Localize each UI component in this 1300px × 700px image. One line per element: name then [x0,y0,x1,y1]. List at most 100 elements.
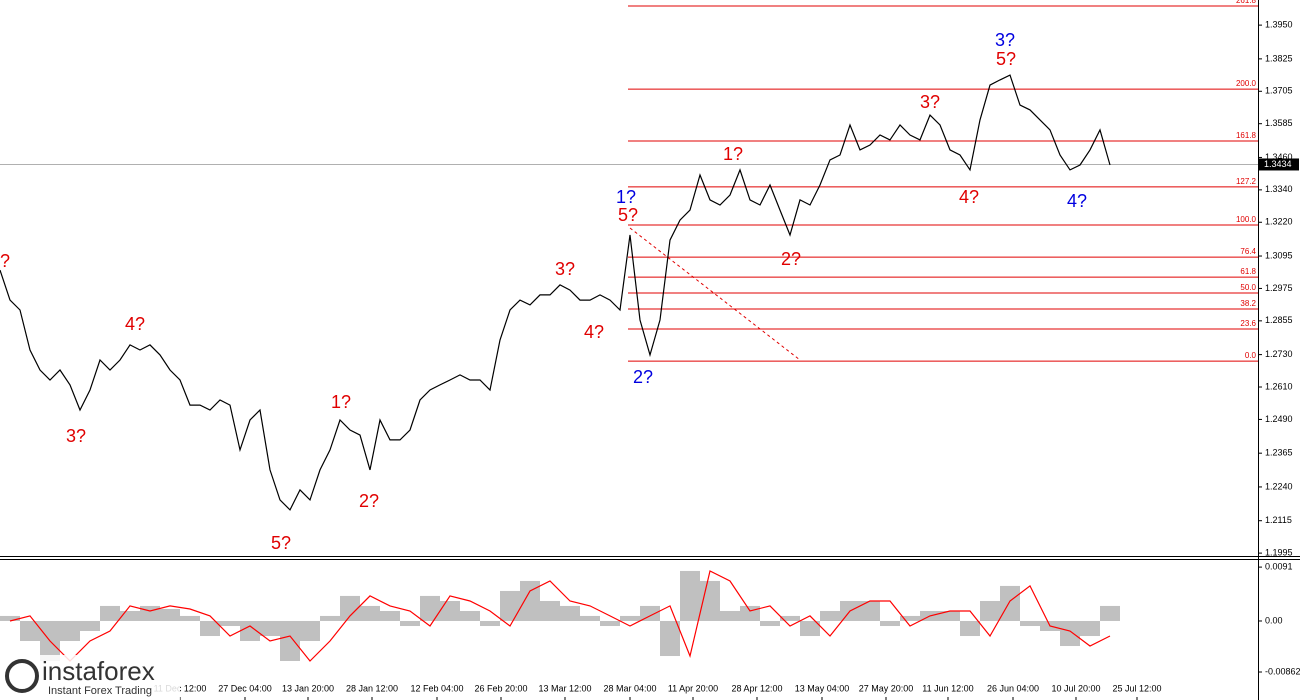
x-tick-label: 11 Apr 20:00 [668,683,718,693]
histogram-bar [520,580,540,621]
x-tick-label: 27 May 20:00 [859,683,914,693]
x-tick-label: 26 Feb 20:00 [474,683,527,693]
histogram-bar [880,620,900,627]
fib-label: 38.2 [1240,299,1256,308]
histogram-bar [220,620,240,627]
y-tick-label: 1.3220 [1265,217,1293,227]
fib-label: 127.2 [1236,177,1257,186]
y-tick-label: 1.3585 [1265,118,1293,128]
logo-name: instaforex [42,656,155,686]
wave-label: 2? [359,491,379,511]
fib-label: 50.0 [1240,283,1256,292]
wave-label: 4? [959,187,979,207]
y-tick-label: -0.00862 [1265,666,1300,676]
x-tick-label: 26 Jun 04:00 [987,683,1039,693]
histogram-bar [120,610,140,621]
histogram-bar [1060,620,1080,647]
x-tick-label: 13 Jan 20:00 [282,683,334,693]
wave-label: 1? [723,144,743,164]
y-tick-label: 1.3460 [1265,152,1293,162]
histogram-bar [1000,585,1020,621]
histogram-bar [260,620,280,637]
x-tick-label: 27 Dec 04:00 [218,683,272,693]
logo-tagline: Instant Forex Trading [48,685,152,697]
wave-label: 3? [555,259,575,279]
histogram-bar [180,615,200,621]
fib-label: 61.8 [1240,267,1256,276]
y-tick-label: 1.2115 [1265,515,1292,525]
wave-label: 1? [331,392,351,412]
histogram-bar [460,610,480,621]
y-tick-label: 1.2365 [1265,448,1293,458]
histogram-bar [100,605,120,621]
histogram-bar [320,615,340,621]
histogram-bar [760,620,780,627]
wave-label: 2? [781,249,801,269]
wave-label: 5? [996,49,1016,69]
histogram-bar [340,595,360,621]
histogram-bar [720,610,740,621]
histogram-bar [480,620,500,627]
histogram-bar [800,620,820,637]
y-tick-label: 1.3950 [1265,19,1293,29]
histogram-bar [620,615,640,621]
histogram-bar [140,605,160,621]
y-tick-label: 1.3705 [1265,86,1293,96]
histogram-bar [1100,605,1120,621]
histogram-bar [420,595,440,621]
wave-label: 3? [920,92,940,112]
histogram-bar [1080,620,1100,637]
histogram-bar [0,615,20,621]
histogram-bar [780,615,800,621]
wave-label: 2? [633,367,653,387]
histogram-bar [560,605,580,621]
wave-label: 4? [125,314,145,334]
x-tick-label: 12 Feb 04:00 [410,683,463,693]
last-price-label: 1.3434 [1264,159,1292,169]
y-tick-label: 1.1995 [1265,547,1293,557]
histogram-bar [80,620,100,631]
fib-label: 261.8 [1236,0,1257,5]
wave-label: 5? [271,533,291,553]
wave-label: ? [0,251,10,271]
histogram-bar [1020,620,1040,627]
histogram-bar [740,605,760,621]
x-tick-label: 28 Mar 04:00 [603,683,656,693]
y-tick-label: 1.2730 [1265,349,1293,359]
y-tick-label: 1.2240 [1265,481,1293,491]
y-tick-label: 1.2975 [1265,283,1293,293]
histogram-bar [960,620,980,637]
histogram-bar [940,610,960,621]
histogram-bar [60,620,80,641]
fib-label: 200.0 [1236,79,1257,88]
y-tick-label: 1.3340 [1265,184,1293,194]
wave-label: 1? [616,187,636,207]
last-price-box [1259,158,1299,171]
histogram-bar [640,605,660,621]
histogram-bar [820,610,840,621]
x-tick-label: 13 May 04:00 [795,683,850,693]
histogram-bar [300,620,320,641]
y-tick-label: 1.2855 [1265,315,1293,325]
histogram-bar [20,620,40,641]
x-tick-label: 28 Jan 12:00 [346,683,398,693]
price-line [0,74,1111,511]
logo: instaforex Instant Forex Trading [0,655,180,700]
histogram-bar [660,620,680,657]
logo-icon [5,659,39,693]
histogram-bar [600,620,620,627]
y-tick-label: 1.2610 [1265,381,1293,391]
x-tick-label: 11 Jun 12:00 [922,683,973,693]
y-tick-label: 1.3825 [1265,53,1293,63]
wave-label: 5? [618,205,638,225]
fib-label: 161.8 [1236,131,1257,140]
histogram-bar [680,570,700,621]
histogram-bar [200,620,220,637]
histogram-bar [380,610,400,621]
y-tick-label: 0.0091 [1265,561,1293,571]
histogram-bar [280,620,300,662]
histogram-bar [440,600,460,621]
fib-label: 76.4 [1240,247,1256,256]
